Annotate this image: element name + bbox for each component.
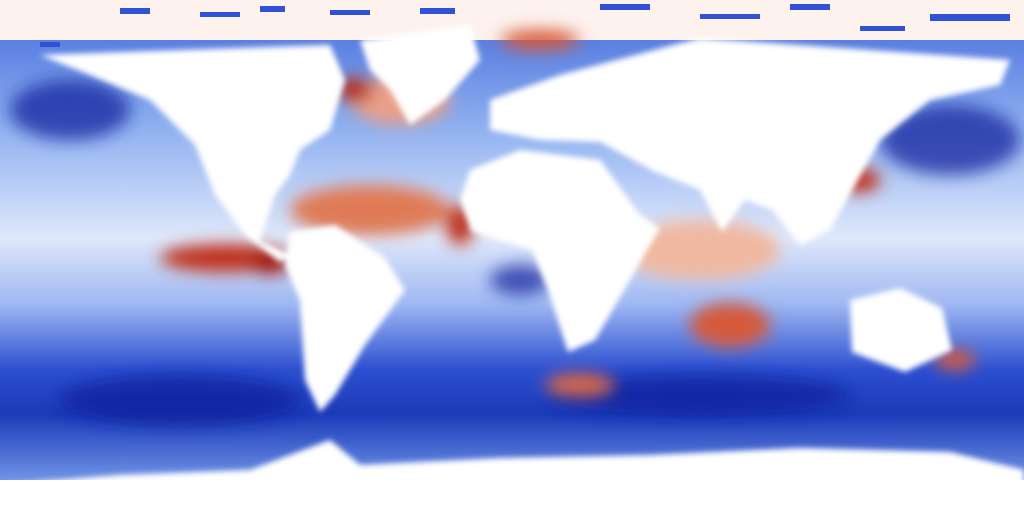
sea-ice-streaks (40, 4, 1010, 47)
dark-anomalies (10, 80, 1020, 425)
land (0, 25, 1024, 512)
warm-anomalies (160, 30, 975, 397)
